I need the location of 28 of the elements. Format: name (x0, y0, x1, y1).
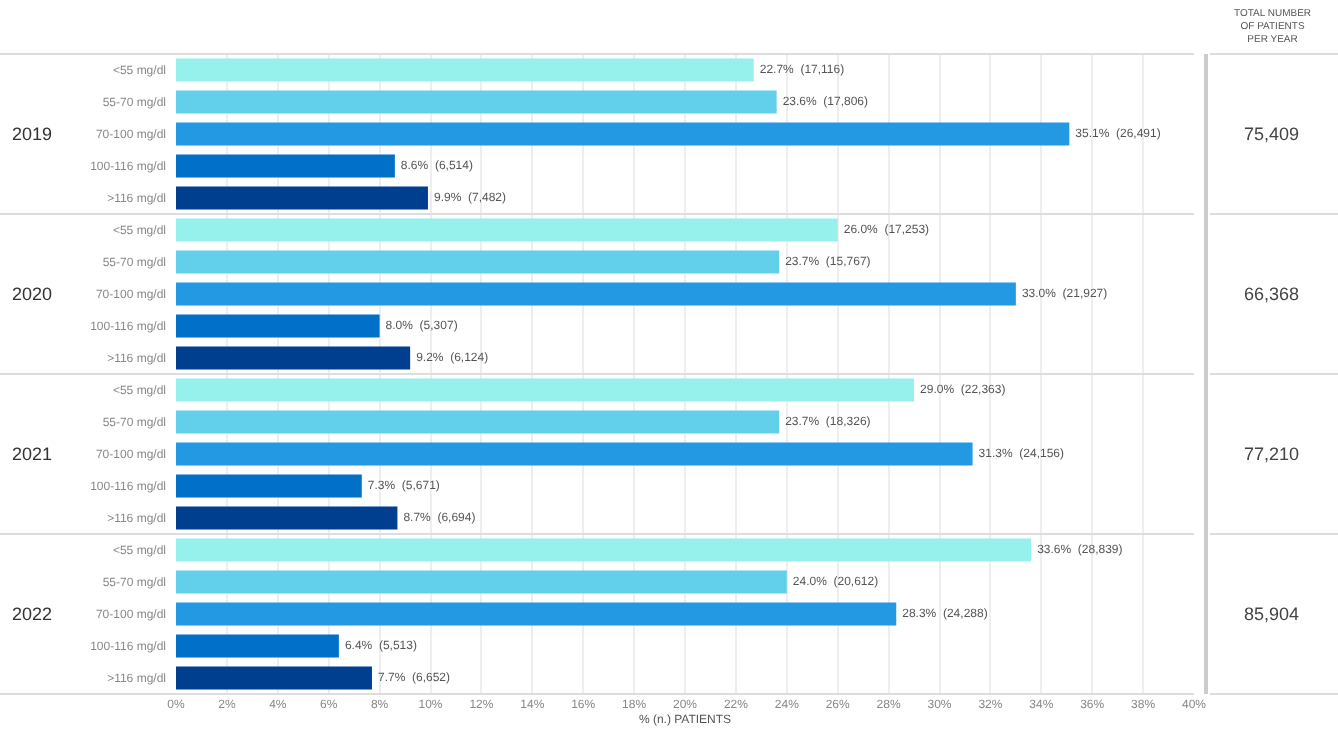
bar (176, 602, 897, 626)
bar (176, 186, 428, 210)
bar (176, 282, 1016, 306)
bar (176, 218, 838, 242)
bar (176, 314, 380, 338)
bar (176, 442, 973, 466)
bar (176, 506, 398, 530)
text: 66,368 (1244, 284, 1300, 304)
text: 2022 (12, 604, 53, 624)
bar (176, 58, 754, 82)
text: 2020 (12, 284, 53, 304)
bar (176, 666, 372, 690)
bar (176, 538, 1032, 562)
bar (176, 474, 362, 498)
bar (176, 250, 780, 274)
text: 77,210 (1244, 444, 1300, 464)
bar (176, 410, 780, 434)
bar (176, 122, 1070, 146)
bar (176, 634, 339, 658)
text: 2021 (12, 444, 53, 464)
text: 2019 (12, 124, 53, 144)
bar (176, 378, 915, 402)
text: 75,409 (1244, 124, 1300, 144)
bar (176, 570, 787, 594)
bar (176, 154, 395, 178)
bar (176, 90, 777, 114)
text: 85,904 (1244, 604, 1300, 624)
bar (176, 346, 411, 370)
